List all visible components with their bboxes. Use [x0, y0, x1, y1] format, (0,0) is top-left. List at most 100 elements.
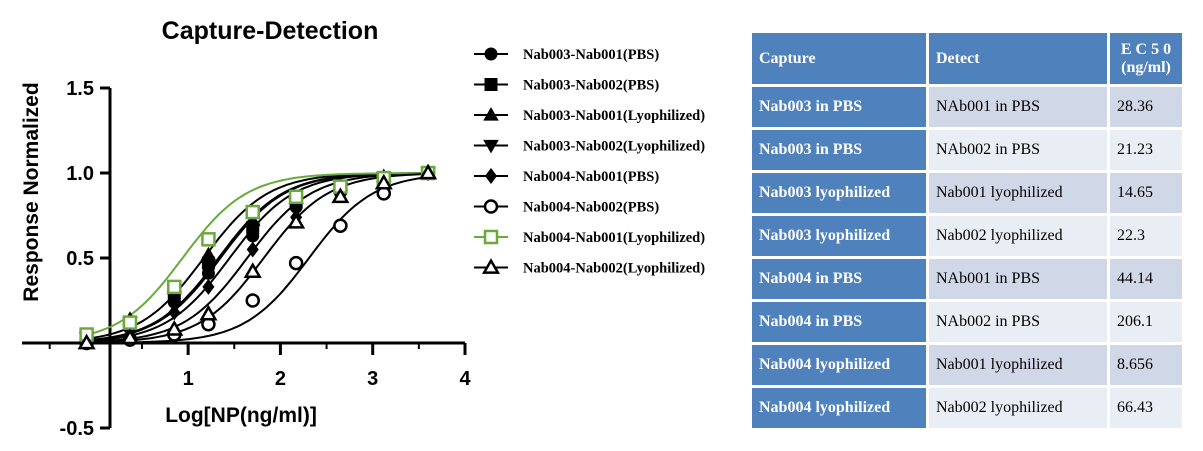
data-point: [419, 163, 438, 180]
ec50-cell: 28.36: [1110, 87, 1182, 127]
header-ec50-unit: (ng/ml): [1121, 58, 1171, 76]
data-point: [202, 278, 215, 295]
ec50-cell: 66.43: [1110, 388, 1182, 428]
data-point: [331, 187, 350, 204]
x-tick-label: 1: [183, 368, 194, 390]
capture-cell: Nab003 in PBS: [752, 87, 926, 127]
data-point: [120, 328, 140, 345]
detect-cell: Nab002 lyophilized: [929, 216, 1107, 256]
legend-marker: [484, 47, 498, 61]
data-point: [245, 293, 260, 308]
legend-marker: [483, 139, 499, 154]
detect-cell: NAb002 in PBS: [929, 302, 1107, 342]
data-point: [200, 260, 217, 275]
legend-label: Nab003-Nab001(Lyophilized): [523, 108, 705, 124]
legend-marker: [484, 167, 498, 185]
capture-cell: Nab003 in PBS: [752, 130, 926, 170]
legend-entry-3: Nab003-Nab001(Lyophilized): [474, 107, 705, 124]
capture-cell: Nab004 lyophilized: [752, 345, 926, 385]
legend-label: Nab004-Nab002(Lyophilized): [523, 261, 705, 277]
data-point: [245, 204, 260, 220]
legend-marker: [483, 229, 499, 245]
data-point: [244, 223, 261, 238]
legend-marker: [483, 107, 499, 121]
table-row: Nab004 lyophilized Nab002 lyophilized 66.4…: [752, 388, 1182, 428]
header-ec50-label: E C 5 0: [1120, 40, 1172, 58]
legend-entry-1: Nab003-Nab001(PBS): [474, 47, 659, 63]
table-row: Nab003 lyophilized Nab001 lyophilized 14.6…: [752, 173, 1182, 213]
data-point: [77, 333, 96, 350]
data-points: [77, 163, 438, 351]
detect-cell: NAb001 in PBS: [929, 259, 1107, 299]
legend-label: Nab003-Nab002(PBS): [523, 78, 659, 94]
data-point: [288, 255, 304, 271]
dose-response-chart: Capture-Detection Response Normalized Lo…: [20, 17, 705, 440]
ec50-cell: 14.65: [1110, 173, 1182, 213]
data-point: [243, 262, 262, 278]
fitted-curves: [86, 172, 429, 344]
table-row: Nab004 in PBS NAb002 in PBS 206.1: [752, 302, 1182, 342]
y-tick-label: 0.5: [66, 248, 94, 270]
ec50-cell: 44.14: [1110, 259, 1182, 299]
legend-marker: [483, 199, 499, 214]
data-point: [201, 232, 216, 247]
y-tick-label: -0.5: [60, 418, 94, 440]
table-row: Nab003 in PBS NAb001 in PBS 28.36: [752, 87, 1182, 127]
x-tick-label: 3: [367, 368, 378, 390]
ec50-table: Capture Detect E C 5 0 (ng/ml) Nab003 in…: [749, 30, 1185, 431]
legend-label: Nab004-Nab001(PBS): [523, 169, 659, 185]
capture-cell: Nab004 in PBS: [752, 259, 926, 299]
legend-label: Nab004-Nab001(Lyophilized): [523, 230, 705, 246]
data-point: [167, 279, 182, 295]
data-point: [200, 246, 217, 261]
legend-label: Nab003-Nab002(Lyophilized): [523, 139, 705, 155]
legend-entry-5: Nab004-Nab001(PBS): [474, 167, 659, 185]
legend-entry-7: Nab004-Nab001(Lyophilized): [474, 229, 705, 246]
data-point: [374, 173, 393, 190]
legend: Nab003-Nab001(PBS) Nab003-Nab002(PBS) Nab0…: [474, 47, 705, 277]
table-row: Nab003 in PBS NAb002 in PBS 21.23: [752, 130, 1182, 170]
series-curve-8: [86, 173, 429, 344]
table-header-row: Capture Detect E C 5 0 (ng/ml): [752, 33, 1182, 84]
table-row: Nab004 lyophilized Nab001 lyophilized 8.65…: [752, 345, 1182, 385]
data-point: [333, 218, 348, 233]
data-point: [165, 319, 184, 336]
detect-cell: NAb001 in PBS: [929, 87, 1107, 127]
series-curve-5: [86, 172, 429, 343]
data-point: [168, 304, 181, 321]
x-tick-label: 2: [275, 368, 286, 390]
table-row: Nab003 lyophilized Nab002 lyophilized 22.3: [752, 216, 1182, 256]
legend-entry-2: Nab003-Nab002(PBS): [474, 78, 659, 94]
data-point: [246, 241, 259, 258]
data-point: [199, 304, 218, 321]
series-points-8: [77, 163, 438, 350]
capture-cell: Nab004 lyophilized: [752, 388, 926, 428]
legend-label: Nab004-Nab002(PBS): [523, 200, 659, 216]
x-tick-label: 4: [459, 368, 471, 390]
table-body: Nab003 in PBS NAb001 in PBS 28.36 Nab003 in…: [752, 87, 1182, 428]
legend-entry-8: Nab004-Nab002(Lyophilized): [474, 258, 705, 277]
data-point: [122, 315, 138, 330]
detect-cell: Nab002 lyophilized: [929, 388, 1107, 428]
header-capture: Capture: [752, 33, 926, 84]
ec50-cell: 22.3: [1110, 216, 1182, 256]
legend-entry-6: Nab004-Nab002(PBS): [474, 199, 659, 216]
series-points-7: [79, 165, 436, 342]
ec50-cell: 21.23: [1110, 130, 1182, 170]
chart-title: Capture-Detection: [162, 17, 379, 45]
header-detect: Detect: [929, 33, 1107, 84]
capture-cell: Nab003 lyophilized: [752, 216, 926, 256]
x-axis-label: Log[NP(ng/ml)]: [165, 404, 317, 427]
legend-entry-4: Nab003-Nab002(Lyophilized): [474, 139, 705, 155]
ec50-cell: 8.656: [1110, 345, 1182, 385]
capture-cell: Nab003 lyophilized: [752, 173, 926, 213]
y-axis-label: Response Normalized: [20, 82, 43, 301]
y-tick-label: 1.0: [66, 163, 94, 185]
legend-marker: [484, 78, 498, 91]
detect-cell: Nab001 lyophilized: [929, 173, 1107, 213]
legend-marker: [481, 258, 501, 274]
data-point: [287, 212, 306, 229]
detect-cell: NAb002 in PBS: [929, 130, 1107, 170]
capture-cell: Nab004 in PBS: [752, 302, 926, 342]
series-curve-6: [86, 176, 429, 344]
